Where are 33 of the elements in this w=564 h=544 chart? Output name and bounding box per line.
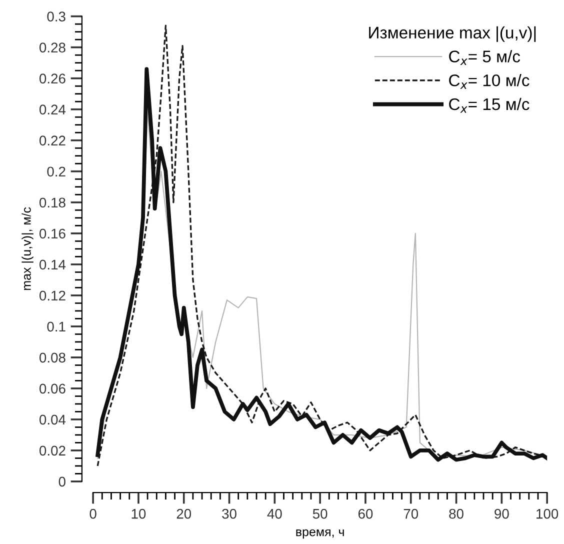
y-tick-label: 0.04 [39, 414, 66, 425]
x-tick-label: 0 [90, 508, 96, 519]
x-tick-label: 80 [449, 508, 464, 519]
legend-label: C$_{x}$= 15 м/с [449, 98, 530, 113]
x-tick-label: 10 [132, 508, 146, 519]
y-tick-label: 0.14 [39, 260, 66, 270]
y-tick-label: 0 [58, 476, 66, 487]
y-tick-label: 0.16 [39, 228, 66, 239]
x-tick-label: 20 [176, 508, 192, 519]
y-tick-label: 0.24 [39, 104, 66, 115]
y-tick-label: 0.06 [39, 384, 66, 394]
y-tick-label: 0.2 [47, 166, 66, 177]
x-tick-label: 90 [494, 508, 509, 519]
x-tick-label: 100 [536, 508, 558, 519]
legend-label: C$_{x}$= 10 м/с [449, 74, 530, 89]
y-tick-label: 0.1 [47, 322, 66, 332]
x-axis-title: время, ч [296, 529, 344, 539]
x-tick-label: 50 [312, 508, 328, 519]
y-tick-label: 0.26 [39, 74, 66, 84]
legend-title: Изменение max |(u,v)| [369, 26, 536, 42]
y-tick-label: 0.28 [39, 42, 66, 52]
y-tick-label: 0.3 [47, 12, 66, 22]
y-tick-label: 0.12 [39, 290, 66, 301]
y-tick-label: 0.08 [39, 352, 66, 363]
y-tick-label: 0.22 [39, 136, 66, 146]
x-tick-label: 30 [222, 508, 236, 519]
x-tick-label: 40 [267, 508, 282, 519]
y-tick-label: 0.02 [39, 446, 66, 456]
y-tick-label: 0.18 [39, 198, 66, 208]
x-tick-label: 60 [358, 508, 373, 519]
x-tick-label: 70 [404, 508, 418, 519]
y-axis-title: max |(u,v)|, м/с [22, 207, 34, 290]
legend-label: C$_{x}$= 5 м/с [449, 50, 520, 65]
